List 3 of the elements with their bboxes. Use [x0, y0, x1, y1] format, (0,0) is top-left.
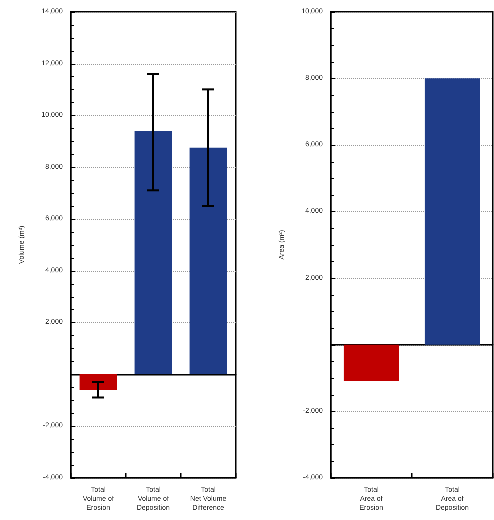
- bar: [134, 131, 172, 374]
- bar: [190, 148, 228, 374]
- bar: [80, 374, 118, 390]
